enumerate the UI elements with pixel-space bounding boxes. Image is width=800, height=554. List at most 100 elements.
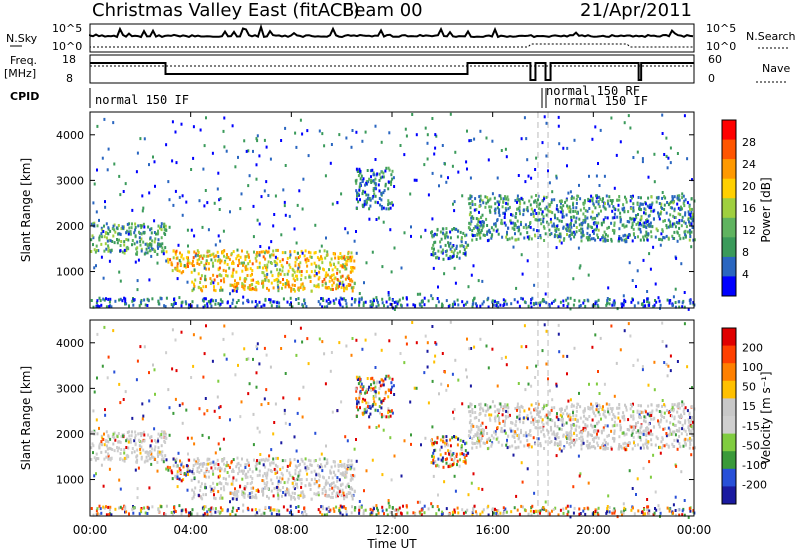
power-cell [575, 226, 578, 229]
velocity-cell [263, 397, 266, 401]
velocity-cell [106, 439, 109, 443]
power-cell [566, 229, 569, 233]
power-cell [284, 285, 287, 289]
power-cell [560, 219, 563, 223]
power-cell [675, 220, 678, 224]
power-cell [651, 201, 654, 205]
power-cell [633, 233, 635, 237]
velocity-cell [478, 418, 480, 422]
power-cell [239, 276, 242, 280]
velocity-cell [174, 510, 177, 513]
velocity-cell [544, 415, 547, 419]
power-cell [440, 237, 443, 241]
velocity-cell [182, 478, 185, 482]
power-cell [481, 213, 484, 217]
velocity-cell [639, 435, 642, 439]
power-cell [692, 238, 695, 242]
velocity-cell [339, 472, 342, 476]
power-cell [219, 302, 222, 306]
power-cell [121, 250, 124, 254]
power-cell [223, 145, 226, 149]
power-cell [543, 226, 546, 230]
power-cell [282, 188, 285, 192]
velocity-cell [414, 512, 416, 516]
velocity-cell [133, 439, 136, 443]
power-cell [602, 218, 605, 222]
power-cell [393, 308, 396, 311]
velocity-cell [550, 409, 553, 412]
power-cell [658, 202, 661, 205]
power-cell [368, 217, 371, 221]
power-cell [140, 224, 143, 228]
velocity-cell [452, 462, 455, 466]
power-cell [193, 282, 195, 286]
power-cell [567, 191, 570, 195]
power-cell [345, 302, 348, 306]
power-cell [471, 200, 474, 203]
velocity-cell [309, 488, 312, 491]
power-cell [661, 196, 664, 200]
power-cell [216, 187, 219, 191]
power-cell [572, 203, 574, 207]
power-cell [276, 268, 279, 272]
power-cell [562, 204, 565, 208]
power-cell [676, 231, 679, 235]
power-cell [444, 243, 447, 247]
velocity-cell [273, 486, 276, 490]
power-cell [213, 285, 215, 289]
velocity-cell [258, 469, 261, 473]
velocity-cell [606, 407, 609, 411]
velocity-cell [645, 429, 647, 433]
velocity-cell [517, 445, 520, 449]
power-cell [661, 207, 664, 210]
power-cell [274, 255, 277, 259]
power-cell [265, 145, 268, 149]
power-cell [437, 300, 440, 304]
velocity-cell [157, 510, 160, 514]
power-cell [128, 226, 131, 230]
power-cell [372, 195, 375, 198]
velocity-cell [593, 511, 596, 515]
velocity-cell [533, 408, 536, 412]
velocity-cell [284, 493, 287, 497]
velocity-cell [619, 423, 622, 427]
power-cell [151, 297, 154, 301]
velocity-cell [336, 486, 339, 489]
power-cell [273, 300, 276, 304]
power-cell [282, 278, 284, 281]
power-cell [423, 296, 426, 300]
velocity-cell [500, 405, 502, 409]
power-cell [211, 151, 214, 155]
velocity-cell [508, 413, 511, 417]
power-cell [478, 195, 481, 199]
power-cell [623, 238, 626, 242]
power-cell [157, 246, 159, 250]
velocity-cell [594, 429, 597, 433]
velocity-cell [168, 406, 171, 410]
power-cell [120, 227, 123, 231]
power-cell [463, 248, 466, 252]
power-cell [242, 261, 245, 265]
velocity-cell [299, 326, 302, 330]
power-cell [569, 296, 572, 300]
power-cell [148, 249, 151, 253]
power-cell [134, 225, 137, 229]
velocity-cell [350, 474, 353, 477]
velocity-cell [185, 510, 188, 514]
power-cell [586, 298, 589, 302]
power-cell [689, 232, 692, 235]
velocity-cell [169, 466, 172, 470]
velocity-cell [506, 403, 509, 407]
power-cell [107, 246, 110, 250]
velocity-cell [460, 448, 463, 452]
colorbar-tick-label: 24 [742, 158, 756, 171]
power-cell [387, 293, 390, 297]
power-cell [161, 246, 164, 250]
power-cell [230, 274, 233, 278]
velocity-cell [266, 494, 268, 498]
power-cell [387, 187, 390, 191]
power-cell [532, 228, 535, 232]
power-cell [375, 305, 378, 309]
power-cell [209, 301, 212, 305]
power-cell [332, 281, 335, 285]
